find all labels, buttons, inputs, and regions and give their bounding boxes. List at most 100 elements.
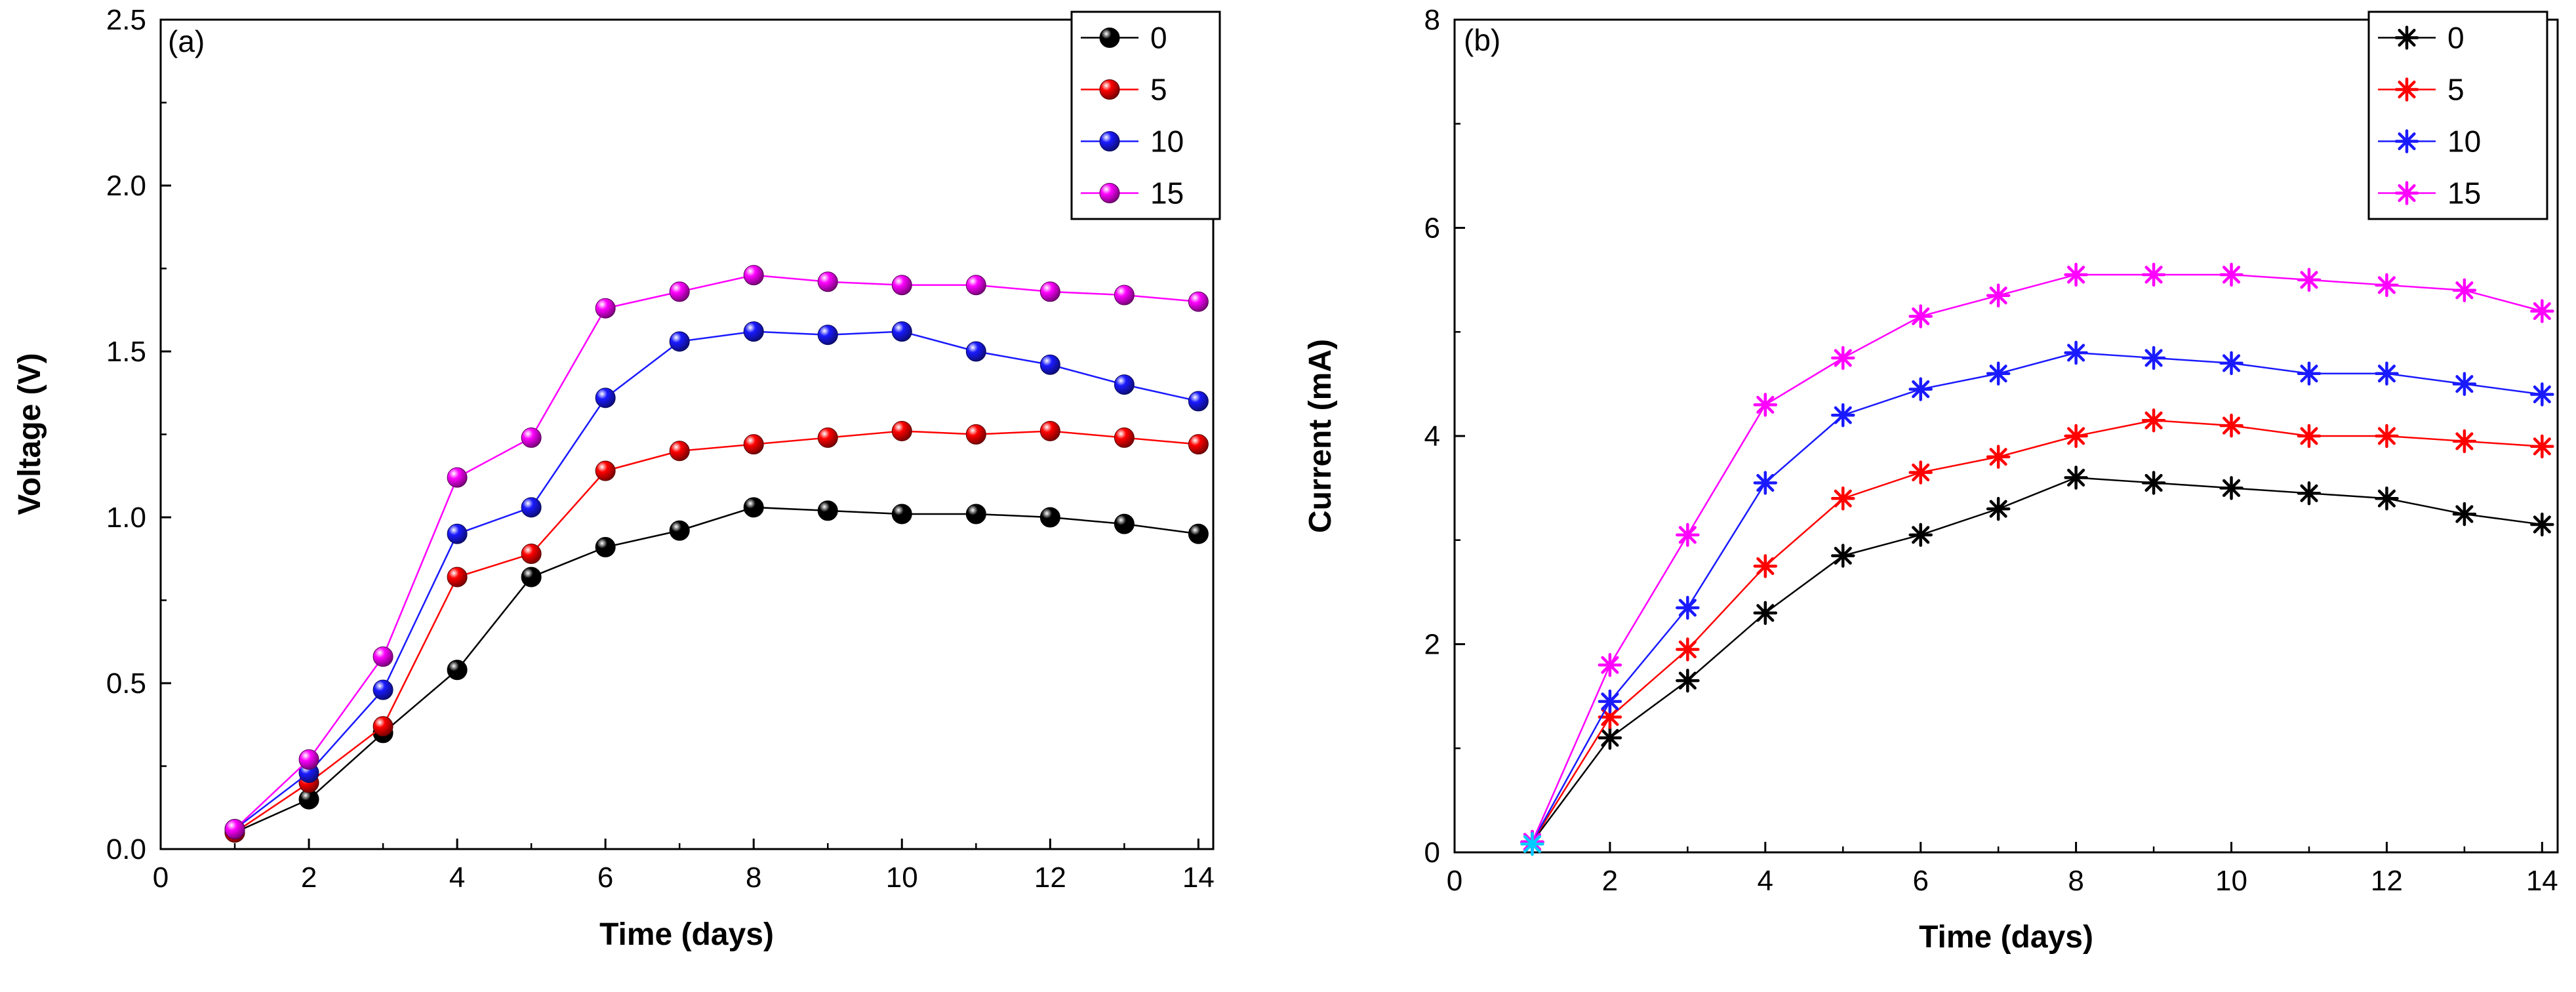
data-point-5 (2530, 434, 2554, 459)
x-tick-label: 0 (1447, 865, 1462, 897)
data-point-5 (1039, 420, 1060, 441)
data-point-0 (2452, 502, 2477, 526)
data-point-5 (2297, 424, 2322, 448)
x-tick-label: 0 (153, 862, 169, 894)
data-point-5 (595, 460, 616, 481)
data-point-0 (669, 520, 690, 541)
data-point-10 (2530, 382, 2554, 407)
asterisk-spoke (2144, 411, 2163, 429)
asterisk-spoke (1834, 406, 1852, 424)
asterisk-spoke (1601, 728, 1619, 747)
x-tick-label: 12 (1034, 862, 1066, 894)
data-point-5 (669, 441, 690, 462)
x-tick-label: 8 (2068, 865, 2083, 897)
asterisk-spoke (2377, 365, 2396, 383)
x-tick-label: 4 (449, 862, 465, 894)
extra-data-point (1520, 832, 1544, 856)
data-point-0 (743, 497, 764, 518)
asterisk-spoke (1601, 708, 1619, 726)
panel-label-b: (b) (1464, 23, 1501, 57)
asterisk-spoke (2144, 266, 2163, 284)
asterisk-spoke (2455, 375, 2474, 393)
data-point-0 (521, 566, 542, 587)
x-tick-label: 6 (1912, 865, 1928, 897)
data-point-0 (1831, 544, 1855, 568)
data-point-15 (447, 467, 468, 488)
legend-label: 0 (2447, 21, 2465, 55)
data-point-10 (2141, 346, 2166, 370)
data-point-5 (521, 544, 542, 565)
data-point-0 (891, 504, 912, 525)
asterisk-spoke (2144, 349, 2163, 367)
legend-marker-5 (2394, 77, 2419, 102)
asterisk-spoke (2398, 132, 2416, 151)
data-point-10 (1986, 361, 2011, 386)
data-point-15 (2141, 262, 2166, 287)
data-point-15 (891, 275, 912, 296)
legend-marker-15 (2394, 181, 2419, 205)
voltage-chart: 0 2 4 6 8 10 12 14 0.0 0.5 1.0 1.5 2.0 2.5 0 5 10 15 (106, 4, 1221, 894)
data-point-10 (1676, 595, 1700, 620)
data-point-15 (965, 275, 986, 296)
asterisk-spoke (1912, 463, 1930, 482)
legend-marker-5 (1099, 79, 1120, 100)
panel-label-a: (a) (168, 24, 205, 58)
y-tick-label: 2 (1424, 629, 1440, 661)
data-point-0 (817, 500, 838, 521)
asterisk-spoke (1756, 395, 1775, 414)
legend-marker-0 (2394, 26, 2419, 50)
data-point-15 (1188, 291, 1209, 312)
data-point-0 (1753, 601, 1778, 625)
x-tick-label: 10 (2215, 865, 2247, 897)
asterisk-spoke (2067, 266, 2085, 284)
data-point-0 (1908, 523, 1933, 547)
series-line-10 (1531, 351, 2543, 843)
legend-label: 0 (1150, 21, 1167, 55)
asterisk-spoke (2222, 479, 2241, 497)
data-point-15 (521, 427, 542, 448)
data-point-0 (1114, 513, 1135, 534)
asterisk-spoke (2067, 344, 2085, 362)
data-point-5 (2064, 424, 2088, 448)
asterisk-spoke (2533, 302, 2551, 321)
data-point-15 (1114, 285, 1135, 306)
series-line-5 (1531, 419, 2543, 843)
asterisk-spoke (2067, 427, 2085, 445)
data-point-15 (2064, 262, 2088, 287)
legend-label: 5 (1150, 73, 1167, 107)
y-tick-label: 6 (1424, 212, 1440, 245)
data-point-10 (2064, 340, 2088, 365)
data-point-15 (1986, 283, 2011, 308)
legend-label: 15 (2447, 176, 2481, 210)
data-point-5 (1188, 434, 1209, 455)
asterisk-spoke (2300, 427, 2318, 445)
y-axis-title-b: Current (mA) (1303, 339, 1338, 533)
asterisk-spoke (2377, 427, 2396, 445)
data-point-5 (1753, 554, 1778, 578)
data-point-0 (2530, 512, 2554, 537)
data-point-0 (965, 504, 986, 525)
asterisk-spoke (2533, 385, 2551, 404)
x-tick-label: 2 (1602, 865, 1618, 897)
asterisk-spoke (1834, 546, 1852, 565)
asterisk-spoke (1601, 692, 1619, 711)
data-point-0 (1986, 496, 2011, 521)
data-point-0 (447, 660, 468, 681)
data-point-5 (965, 424, 986, 445)
data-point-15 (2452, 278, 2477, 302)
y-axis-title-a: Voltage (V) (12, 353, 47, 515)
legend-box (2367, 10, 2548, 220)
x-tick-label: 12 (2371, 865, 2403, 897)
asterisk-spoke (2222, 354, 2241, 372)
data-point-15 (298, 749, 319, 770)
data-point-5 (1908, 460, 1933, 485)
x-tick-label: 14 (1182, 862, 1215, 894)
data-point-15 (372, 646, 393, 667)
asterisk-spoke (1756, 557, 1775, 576)
data-point-0 (1188, 523, 1209, 544)
asterisk-spoke (1678, 640, 1697, 659)
y-tick-label: 1.0 (106, 502, 146, 534)
data-point-10 (669, 331, 690, 352)
asterisk-spoke (2398, 28, 2416, 47)
